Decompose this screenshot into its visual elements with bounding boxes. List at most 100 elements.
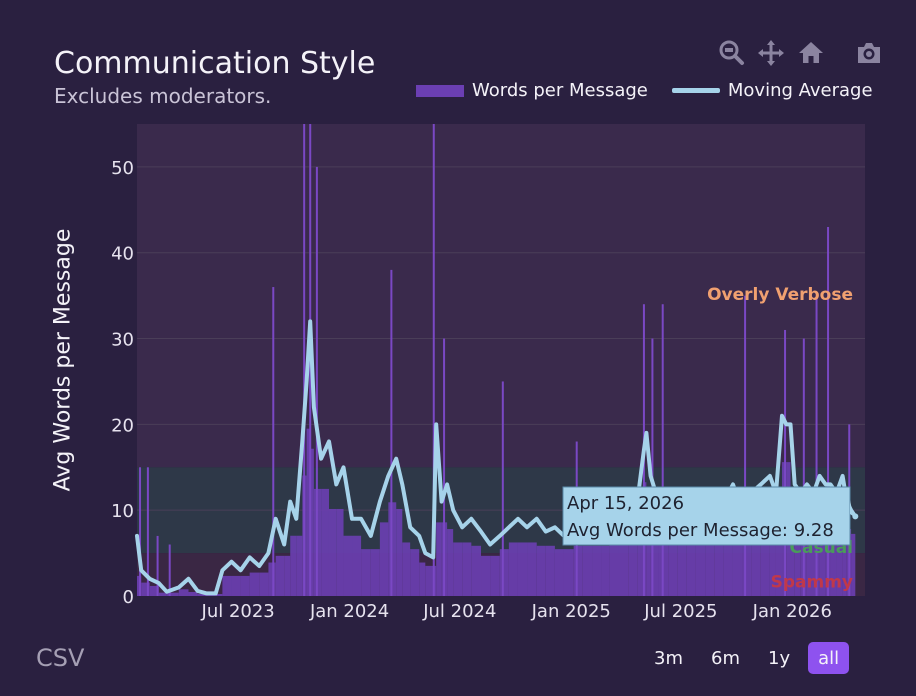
bar [240, 575, 250, 596]
bar [775, 515, 783, 596]
bar [830, 515, 837, 596]
bar [379, 522, 389, 596]
legend-line-swatch[interactable] [671, 88, 720, 93]
bar [618, 535, 629, 596]
bar [447, 529, 454, 596]
bar [259, 572, 269, 596]
moving-average-series [135, 319, 858, 596]
bar [306, 428, 311, 596]
bar [668, 529, 678, 596]
spike-bar [661, 304, 664, 596]
hover-tooltip: Apr 15, 2026 Avg Words per Message: 9.28 [562, 486, 859, 546]
range-button-all[interactable]: all [808, 642, 850, 674]
bar [601, 545, 610, 596]
y-axis-ticks: 0 10 20 30 40 50 [111, 158, 134, 608]
bar [396, 508, 403, 596]
bar [410, 549, 420, 596]
spike-bar [168, 544, 171, 596]
legend-bar-label[interactable]: Words per Message [472, 80, 648, 101]
bar [650, 522, 659, 596]
spike-bar [315, 166, 318, 596]
bar [819, 508, 826, 596]
x-tick-label: Jul 2025 [643, 601, 717, 622]
x-tick-label: Jan 2024 [309, 601, 389, 622]
bar [790, 508, 795, 596]
bar [490, 555, 500, 596]
bar [268, 562, 276, 596]
zoom-icon[interactable] [716, 38, 746, 68]
bar [751, 515, 761, 596]
x-tick-label: Jan 2026 [752, 601, 832, 622]
spike-bar [303, 124, 306, 596]
bar [695, 529, 706, 596]
bar [158, 592, 167, 596]
bar [321, 488, 329, 596]
bar [425, 565, 434, 596]
y-tick-label: 30 [111, 330, 134, 351]
bar [714, 522, 724, 596]
legend-line-label[interactable]: Moving Average [727, 80, 873, 101]
bar [436, 522, 442, 596]
chart-subtitle: Excludes moderators. [54, 84, 272, 108]
bar [462, 542, 472, 596]
bar [508, 542, 518, 596]
bar [361, 549, 371, 596]
spike-bar [501, 381, 504, 596]
modebar [716, 38, 884, 68]
bar [310, 448, 314, 596]
x-axis-ticks: Jul 2023 Jan 2024 Jul 2024 Jan 2025 Jul 2025… [201, 601, 832, 622]
spike-bar [146, 467, 149, 596]
tooltip-pointer [850, 500, 854, 517]
spike-bar [272, 287, 275, 596]
bar [343, 535, 353, 596]
bar [563, 549, 574, 596]
spike-bar [744, 295, 747, 596]
bar [517, 542, 528, 596]
spike-bar [784, 329, 787, 596]
bar [336, 508, 344, 596]
y-tick-label: 40 [111, 244, 134, 265]
spike-bar [156, 535, 159, 596]
bar [732, 529, 743, 596]
bar [499, 549, 509, 596]
spike-bar [432, 124, 435, 596]
spike-bar [802, 338, 805, 596]
range-button-3m[interactable]: 3m [644, 642, 693, 674]
bar [527, 542, 537, 596]
bar [794, 515, 801, 596]
camera-icon[interactable] [854, 38, 884, 68]
pan-icon[interactable] [756, 38, 786, 68]
hover-point [852, 513, 859, 520]
bar-series [137, 428, 856, 596]
spike-bar [827, 226, 830, 596]
range-selector: 3m 6m 1y all [644, 642, 850, 674]
bar [646, 502, 651, 596]
y-tick-label: 0 [123, 587, 134, 608]
bar [296, 535, 303, 596]
bar [215, 593, 223, 596]
csv-download-button[interactable]: CSV [36, 644, 85, 672]
legend: Words per Message Moving Average [416, 80, 873, 101]
bar [290, 535, 297, 596]
x-tick-label: Jul 2024 [422, 601, 496, 622]
tooltip-box [562, 486, 851, 546]
range-button-6m[interactable]: 6m [701, 642, 750, 674]
range-button-1y[interactable]: 1y [758, 642, 800, 674]
bar [352, 535, 362, 596]
bar [723, 522, 733, 596]
spike-bar [651, 338, 654, 596]
bar [419, 562, 426, 596]
zone-label: Spammy [771, 572, 853, 592]
spike-bar [443, 338, 446, 596]
bar [536, 545, 546, 596]
bar [141, 582, 150, 596]
y-tick-label: 50 [111, 158, 134, 179]
legend-bar-swatch[interactable] [416, 84, 464, 97]
bar [628, 522, 638, 596]
bar [769, 515, 776, 596]
home-icon[interactable] [796, 38, 826, 68]
bar [705, 529, 715, 596]
bar [836, 515, 843, 596]
bar [178, 589, 189, 596]
